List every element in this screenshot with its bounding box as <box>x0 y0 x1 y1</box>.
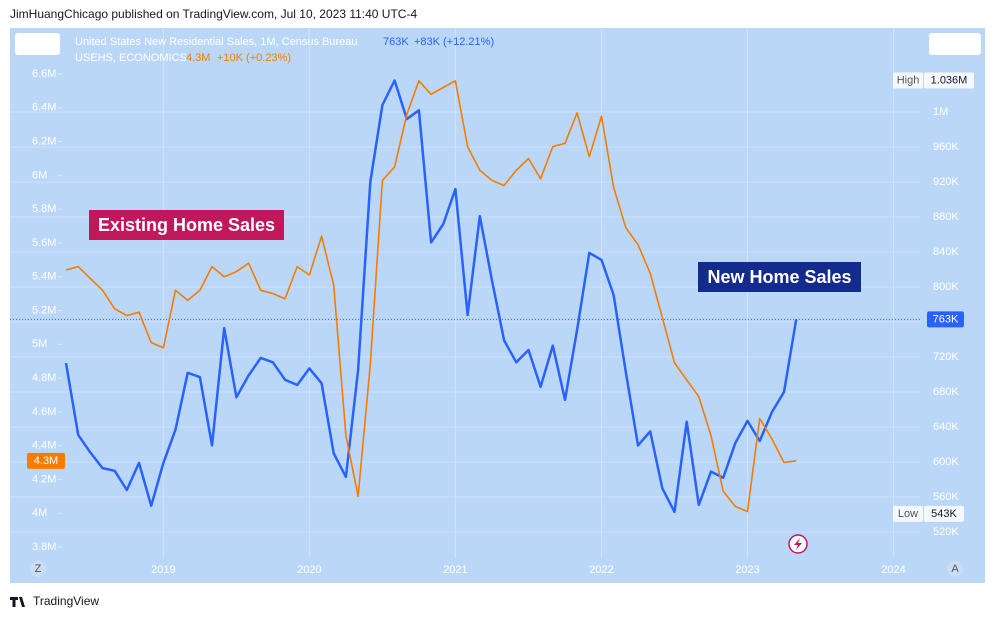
settings-button[interactable] <box>929 33 981 55</box>
low-value-label: 543K <box>931 508 957 520</box>
low-value-box <box>924 505 964 522</box>
legend-value: 4.3M <box>186 52 210 64</box>
y-tick-label: 4.2M <box>32 473 56 485</box>
x-tick-label: 2024 <box>881 564 905 576</box>
footer-brand: TradingView <box>33 594 99 608</box>
x-tick-label: 2021 <box>443 564 467 576</box>
y2-tick-label: 680K <box>933 386 959 398</box>
y-tick-label: 6M <box>32 169 47 181</box>
y-tick-label: 5.2M <box>32 304 56 316</box>
y-tick-label: 4.6M <box>32 406 56 418</box>
a-button[interactable]: A <box>951 563 959 575</box>
annotation-text: Existing Home Sales <box>98 215 275 235</box>
y2-tick-label: 720K <box>933 351 959 363</box>
last-value-box <box>927 311 964 328</box>
z-button-bg[interactable] <box>30 561 46 577</box>
high-value-box <box>924 72 974 89</box>
y2-tick-label: 520K <box>933 526 959 538</box>
y2-tick-label: 640K <box>933 421 959 433</box>
last-value-box <box>27 452 65 469</box>
series-line <box>65 80 797 513</box>
low-label: Low <box>898 508 918 520</box>
x-tick-label: 2020 <box>297 564 321 576</box>
y2-tick-label: 800K <box>933 281 959 293</box>
y-tick-label: 6.6M <box>32 68 56 80</box>
annotation-box <box>89 210 284 240</box>
z-button[interactable]: Z <box>35 563 42 575</box>
y2-tick-label: 880K <box>933 211 959 223</box>
y-tick-label: 5.8M <box>32 203 56 215</box>
event-bolt <box>794 538 802 550</box>
high-label: High <box>897 74 920 86</box>
legend-value: 763K <box>383 36 409 48</box>
high-label-box <box>893 72 923 89</box>
footer-logo <box>10 597 25 607</box>
annotation-text: New Home Sales <box>707 267 851 287</box>
y-tick-label: 3.8M <box>32 541 56 553</box>
annotation-box <box>698 262 861 292</box>
legend-change: +83K (+12.21%) <box>414 36 494 48</box>
x-tick-label: 2019 <box>151 564 175 576</box>
menu-button[interactable] <box>15 33 60 55</box>
y-tick-label: 4M <box>32 507 47 519</box>
y2-tick-label: 1M <box>933 106 948 118</box>
y-tick-label: 5M <box>32 338 47 350</box>
y-tick-label: 6.2M <box>32 135 56 147</box>
y-tick-label: 4.8M <box>32 372 56 384</box>
legend-name: USEHS, ECONOMICS <box>75 52 187 64</box>
low-label-box <box>893 505 923 522</box>
legend-change: +10K (+0.23%) <box>217 52 291 64</box>
high-value-label: 1.036M <box>931 74 968 86</box>
y-tick-label: 4.4M <box>32 440 56 452</box>
legend-name: United States New Residential Sales, 1M,… <box>75 36 357 48</box>
y2-tick-label: 920K <box>933 176 959 188</box>
publish-header: JimHuangChicago published on TradingView… <box>10 7 417 21</box>
y-tick-label: 5.6M <box>32 237 56 249</box>
y2-tick-label: 840K <box>933 246 959 258</box>
series-line <box>64 79 798 514</box>
a-button-bg[interactable] <box>947 561 963 577</box>
y2-tick-label: 960K <box>933 141 959 153</box>
y2-tick-label: 600K <box>933 456 959 468</box>
last-value-label: 4.3M <box>34 455 58 467</box>
y2-tick-label: 560K <box>933 491 959 503</box>
x-tick-label: 2023 <box>735 564 759 576</box>
x-tick-label: 2022 <box>589 564 613 576</box>
last-value-label: 763K <box>933 313 959 325</box>
y-tick-label: 6.4M <box>32 102 56 114</box>
y-tick-label: 5.4M <box>32 271 56 283</box>
